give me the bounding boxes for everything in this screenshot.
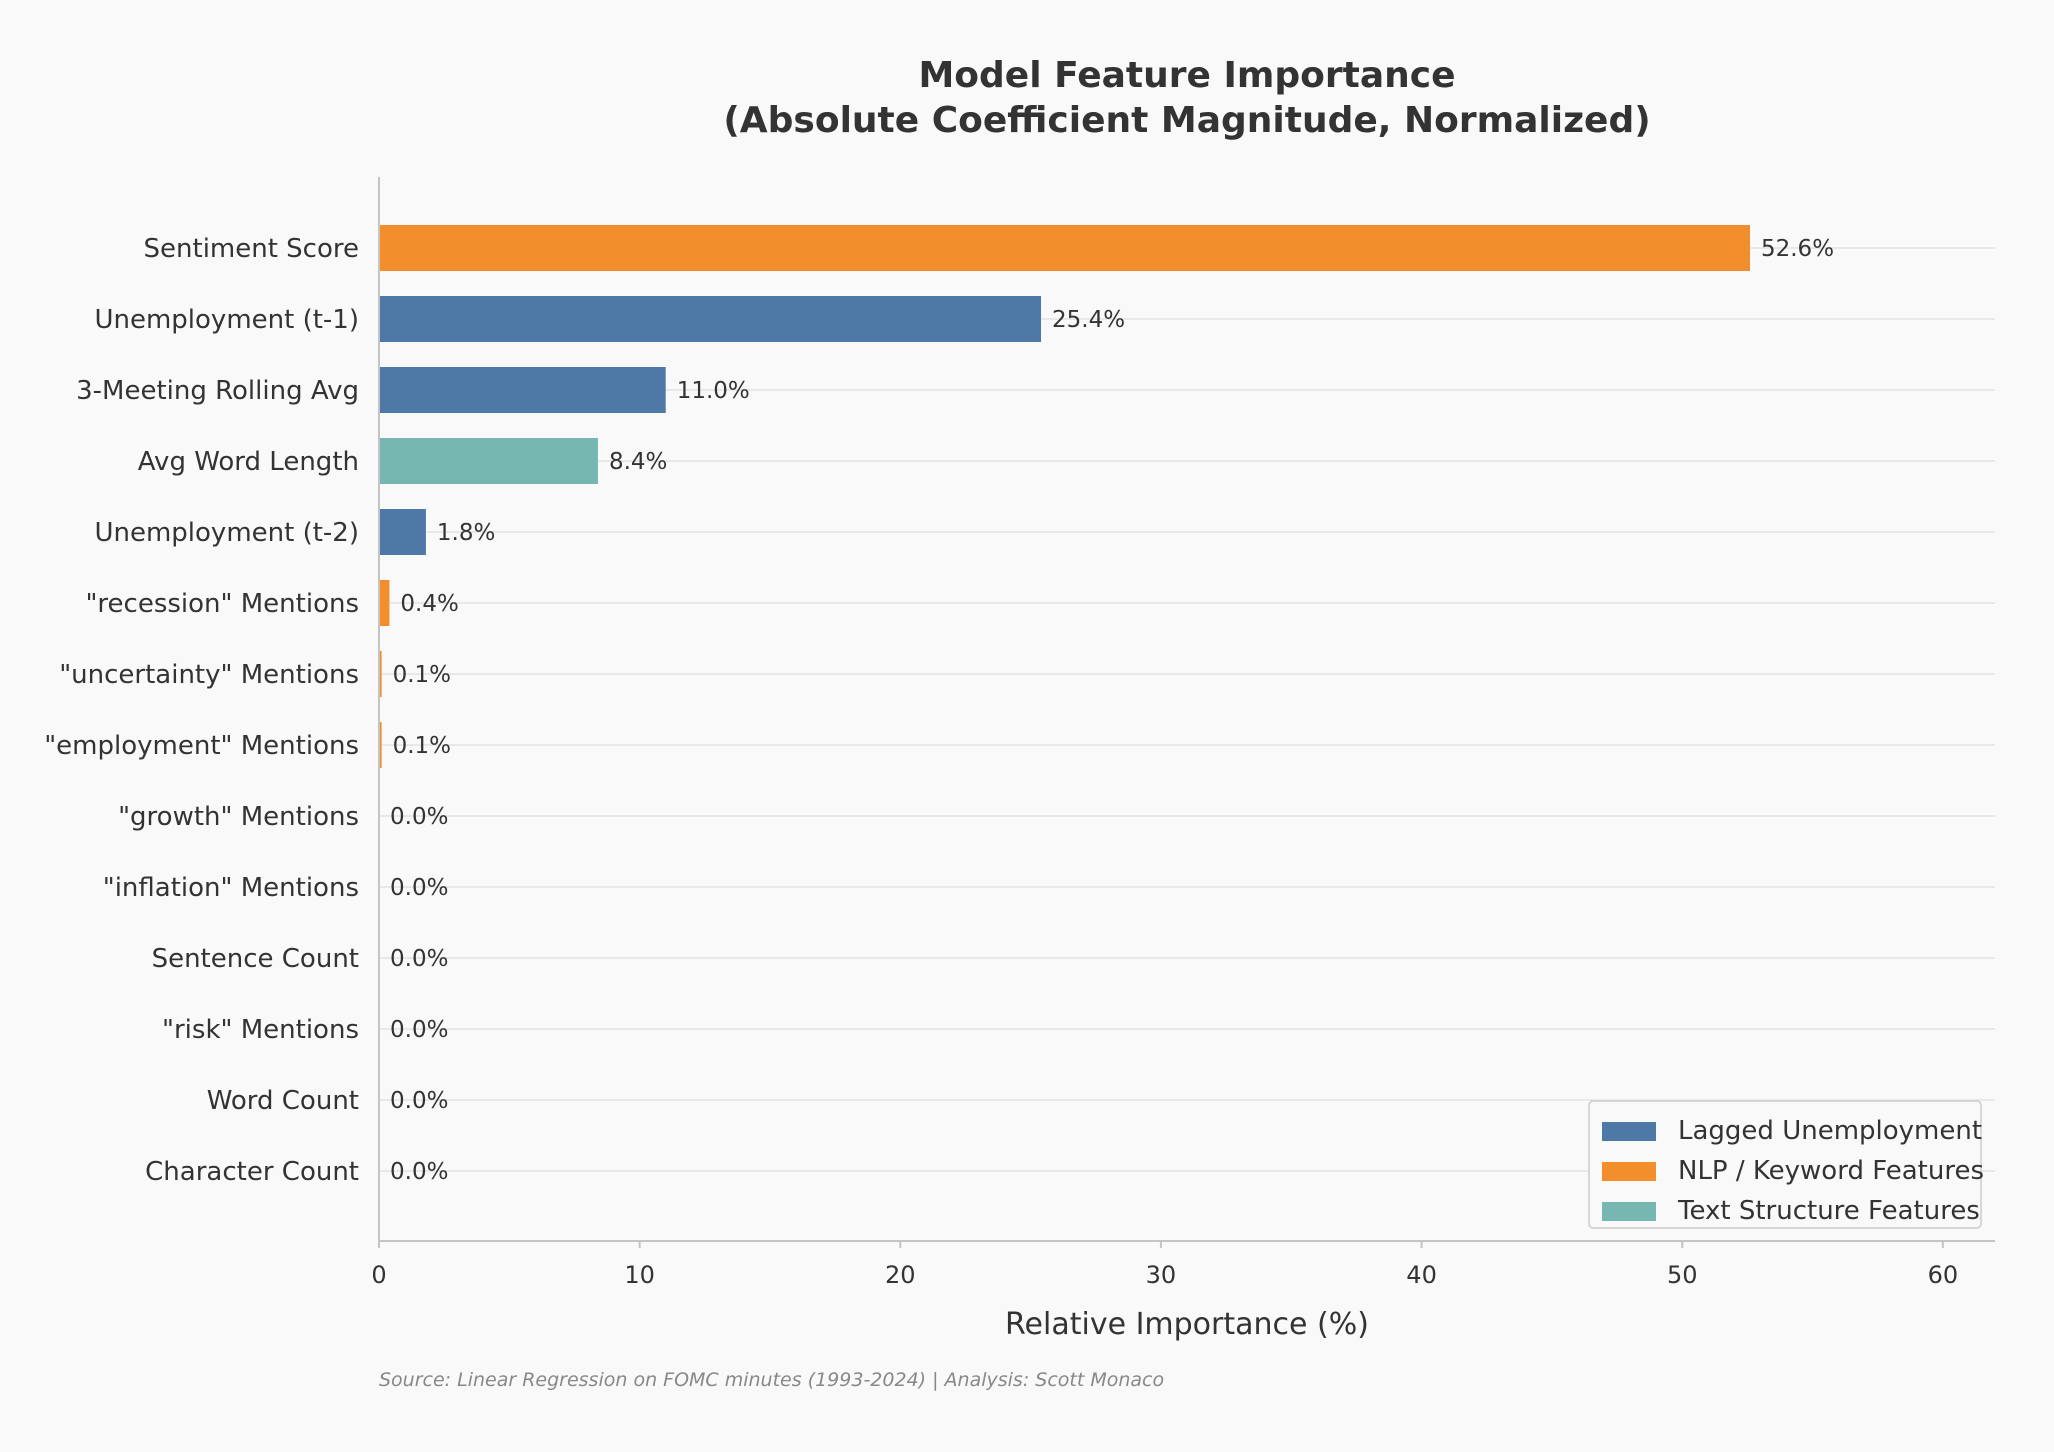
legend-label: NLP / Keyword Features — [1678, 1156, 1984, 1186]
bar — [379, 580, 390, 626]
x-tick-label: 30 — [1146, 1261, 1177, 1289]
category-label: Sentiment Score — [144, 234, 359, 264]
legend-swatch — [1602, 1122, 1656, 1141]
data-label: 0.1% — [393, 733, 451, 759]
legend-swatch — [1602, 1162, 1656, 1181]
data-label: 0.0% — [390, 875, 448, 901]
category-label: Unemployment (t-1) — [94, 305, 359, 335]
x-tick-label: 60 — [1928, 1261, 1959, 1289]
category-labels: Sentiment Score Unemployment (t-1) 3-Meeti… — [44, 234, 359, 1187]
data-label: 52.6% — [1761, 236, 1834, 262]
data-label: 0.1% — [393, 662, 451, 688]
legend: Lagged Unemployment NLP / Keyword Feature… — [1588, 1100, 1984, 1229]
data-label: 0.0% — [390, 804, 448, 830]
category-label: Unemployment (t-2) — [94, 518, 359, 548]
category-label: "inflation" Mentions — [103, 873, 359, 903]
legend-box — [1588, 1100, 1982, 1229]
bar — [379, 225, 1750, 271]
x-tick-label: 50 — [1667, 1261, 1698, 1289]
category-label: Sentence Count — [152, 944, 359, 974]
legend-label: Lagged Unemployment — [1678, 1116, 1982, 1146]
bar — [379, 438, 598, 484]
legend-label: Text Structure Features — [1677, 1196, 1980, 1226]
bar — [379, 296, 1042, 342]
bar — [379, 509, 426, 555]
x-tick-label: 10 — [624, 1261, 655, 1289]
x-tick-label: 40 — [1406, 1261, 1437, 1289]
data-label: 0.0% — [390, 1159, 448, 1185]
x-axis-label: Relative Importance (%) — [1005, 1307, 1369, 1342]
axes — [378, 177, 1995, 1242]
bar — [379, 722, 382, 768]
data-label: 1.8% — [437, 520, 495, 546]
data-label: 0.0% — [390, 946, 448, 972]
category-label: Word Count — [207, 1086, 359, 1116]
category-label: Avg Word Length — [138, 447, 359, 477]
chart-title: Model Feature Importance — [918, 55, 1455, 96]
x-tick-label: 20 — [885, 1261, 916, 1289]
category-label: Character Count — [145, 1157, 359, 1187]
data-label: 0.4% — [400, 591, 458, 617]
category-label: "recession" Mentions — [85, 589, 359, 619]
data-label: 0.0% — [390, 1017, 448, 1043]
category-label: 3-Meeting Rolling Avg — [76, 376, 359, 406]
data-label: 25.4% — [1052, 307, 1125, 333]
source-note: Source: Linear Regression on FOMC minute… — [379, 1369, 1164, 1391]
data-label: 8.4% — [609, 449, 667, 475]
data-labels: 52.6% 25.4% 11.0% 8.4% 1.8% 0.4% 0.1% 0.1% 0.0% 0… — [390, 236, 1834, 1185]
category-label: "uncertainty" Mentions — [59, 660, 359, 690]
legend-swatch — [1602, 1202, 1656, 1221]
bar — [379, 651, 382, 697]
x-tick-label: 0 — [371, 1261, 386, 1289]
bars — [379, 225, 1750, 768]
category-label: "risk" Mentions — [162, 1015, 359, 1045]
data-label: 11.0% — [677, 378, 750, 404]
data-label: 0.0% — [390, 1088, 448, 1114]
category-label: "growth" Mentions — [118, 802, 359, 832]
bar — [379, 367, 666, 413]
chart-subtitle: (Absolute Coefficient Magnitude, Normali… — [723, 100, 1650, 141]
x-tick-labels: 0 10 20 30 40 50 60 — [371, 1241, 1958, 1289]
category-label: "employment" Mentions — [44, 731, 359, 761]
